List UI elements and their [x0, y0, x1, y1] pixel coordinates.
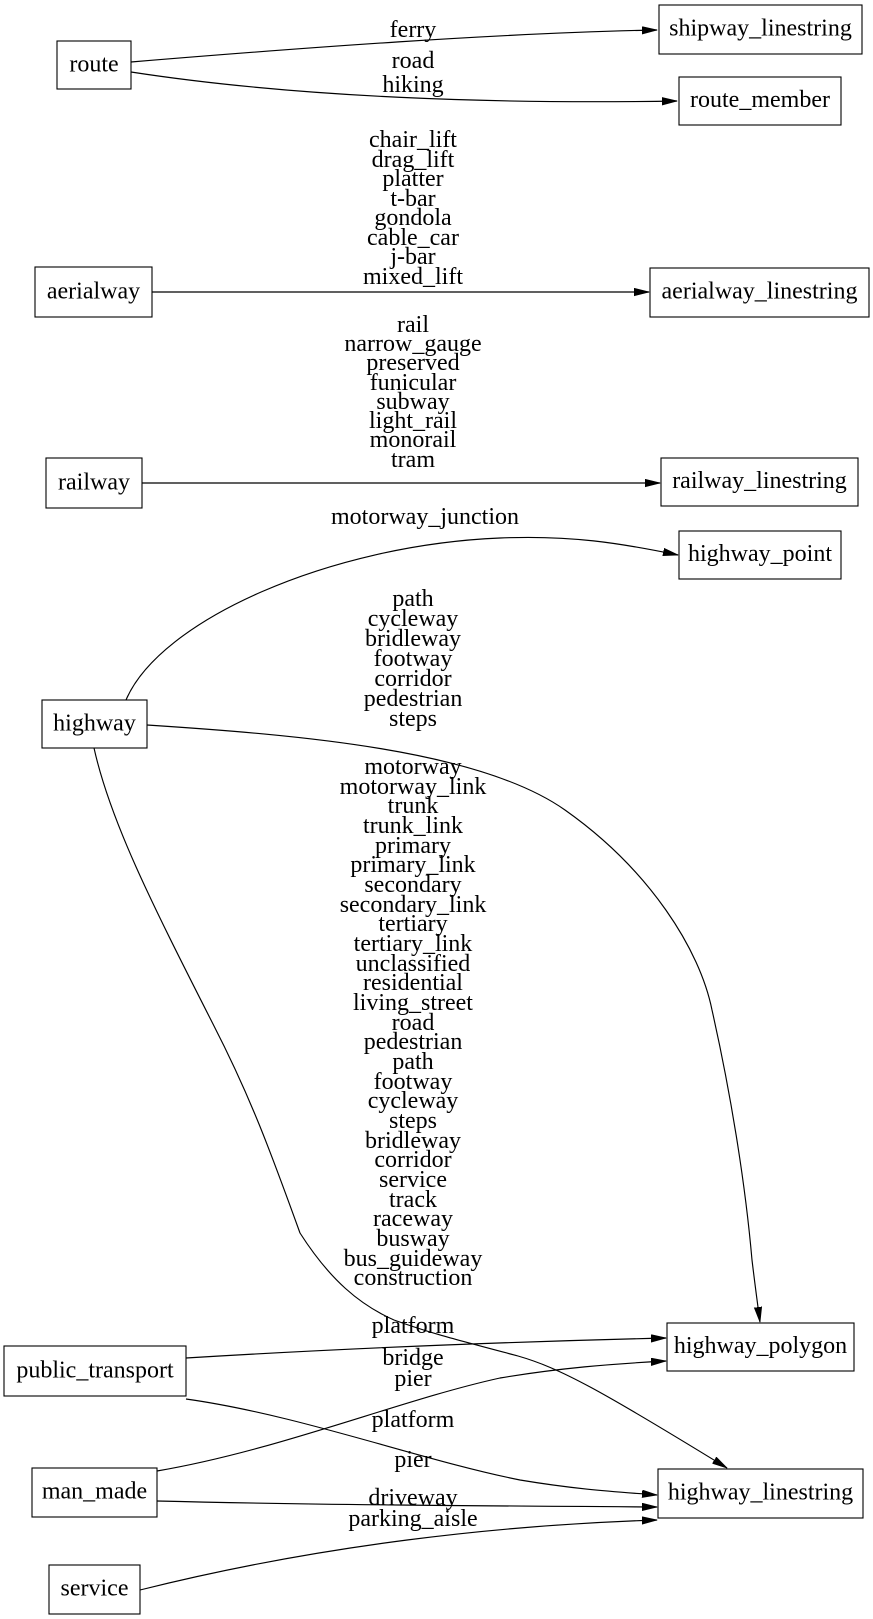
svg-text:route_member: route_member — [690, 87, 830, 113]
svg-text:man_made: man_made — [42, 1479, 147, 1505]
svg-text:highway_polygon: highway_polygon — [674, 1333, 847, 1359]
svg-text:route: route — [69, 52, 118, 78]
svg-text:tram: tram — [391, 447, 435, 473]
svg-text:highway_linestring: highway_linestring — [668, 1480, 853, 1506]
svg-text:railway_linestring: railway_linestring — [672, 468, 847, 494]
svg-text:railway: railway — [58, 470, 130, 496]
svg-text:shipway_linestring: shipway_linestring — [669, 16, 852, 42]
svg-text:highway_point: highway_point — [688, 541, 832, 567]
svg-text:highway: highway — [53, 711, 136, 737]
svg-text:platform: platform — [372, 1313, 455, 1339]
svg-text:ferry: ferry — [390, 17, 437, 43]
svg-text:public_transport: public_transport — [16, 1358, 174, 1384]
svg-text:parking_aisle: parking_aisle — [348, 1506, 477, 1532]
svg-text:motorway_junction: motorway_junction — [331, 504, 519, 530]
svg-text:pier: pier — [394, 1366, 431, 1392]
svg-text:service: service — [61, 1576, 129, 1602]
svg-text:hiking: hiking — [382, 72, 443, 98]
svg-text:aerialway: aerialway — [47, 279, 140, 305]
svg-text:construction: construction — [354, 1265, 473, 1291]
svg-text:platform: platform — [372, 1407, 455, 1433]
svg-text:steps: steps — [389, 706, 437, 732]
svg-text:aerialway_linestring: aerialway_linestring — [662, 279, 858, 305]
svg-text:road: road — [392, 48, 435, 74]
svg-text:pier: pier — [394, 1447, 431, 1473]
svg-text:mixed_lift: mixed_lift — [363, 264, 463, 290]
